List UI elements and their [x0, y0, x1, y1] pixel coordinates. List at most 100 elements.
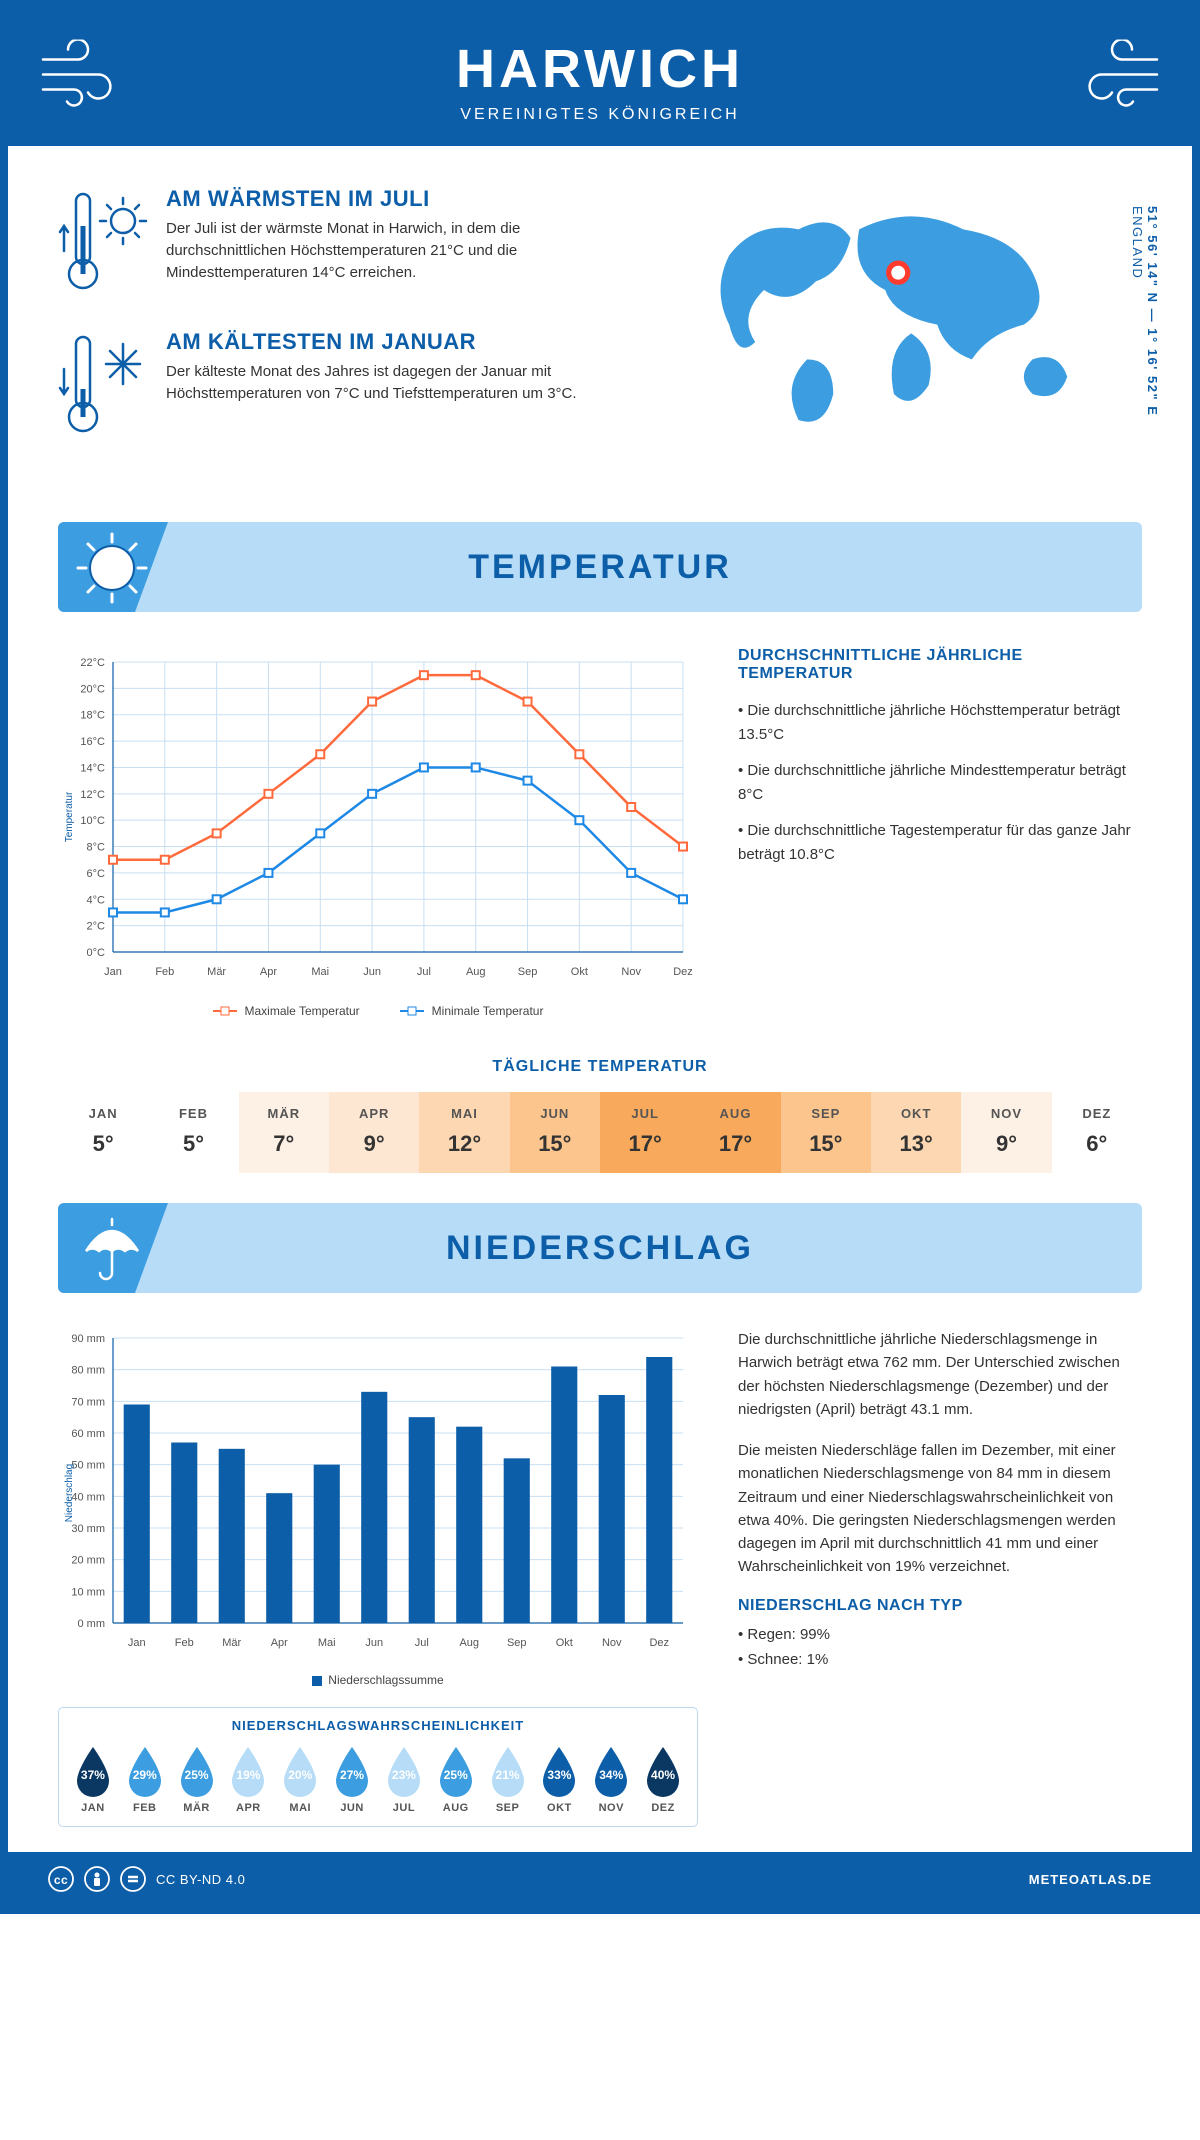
intro-section: AM WÄRMSTEN IM JULI Der Juli ist der wär…: [8, 146, 1192, 502]
svg-text:16°C: 16°C: [80, 736, 105, 748]
svg-text:Aug: Aug: [459, 1637, 479, 1649]
daily-temp-cell: NOV9°: [961, 1092, 1051, 1173]
daily-temp-cell: JUN15°: [510, 1092, 600, 1173]
license-block: cc CC BY-ND 4.0: [48, 1866, 245, 1892]
header: HARWICH VEREINIGTES KÖNIGREICH: [8, 8, 1192, 146]
svg-text:80 mm: 80 mm: [71, 1365, 105, 1377]
svg-text:12°C: 12°C: [80, 789, 105, 801]
svg-text:70 mm: 70 mm: [71, 1396, 105, 1408]
daily-temp-cell: APR9°: [329, 1092, 419, 1173]
precip-p1: Die durchschnittliche jährliche Niedersc…: [738, 1328, 1142, 1421]
precip-prob-cell: 25%AUG: [432, 1745, 480, 1814]
precip-prob-cell: 21%SEP: [484, 1745, 532, 1814]
temperature-chart: 0°C2°C4°C6°C8°C10°C12°C14°C16°C18°C20°C2…: [58, 647, 698, 1018]
wind-icon-right: [1072, 40, 1162, 115]
city-title: HARWICH: [8, 38, 1192, 100]
precipitation-body: 0 mm10 mm20 mm30 mm40 mm50 mm60 mm70 mm8…: [8, 1293, 1192, 1852]
nd-icon: [120, 1866, 146, 1892]
svg-text:22°C: 22°C: [80, 657, 105, 669]
svg-text:Dez: Dez: [649, 1637, 669, 1649]
location-marker-icon: [889, 263, 908, 282]
svg-text:50 mm: 50 mm: [71, 1460, 105, 1472]
svg-text:Nov: Nov: [621, 966, 641, 978]
daily-temp-cell: JUL17°: [600, 1092, 690, 1173]
svg-text:8°C: 8°C: [87, 842, 106, 854]
precip-type-line: • Regen: 99%: [738, 1623, 1142, 1646]
section-header-precipitation: NIEDERSCHLAG: [58, 1203, 1142, 1293]
daily-temp-title: TÄGLICHE TEMPERATUR: [8, 1058, 1192, 1076]
daily-temp-cell: OKT13°: [871, 1092, 961, 1173]
daily-temp-cell: MAI12°: [419, 1092, 509, 1173]
precipitation-title: NIEDERSCHLAG: [58, 1229, 1142, 1268]
temperature-summary: DURCHSCHNITTLICHE JÄHRLICHE TEMPERATUR •…: [738, 647, 1142, 1018]
svg-text:40 mm: 40 mm: [71, 1491, 105, 1503]
svg-text:Mai: Mai: [311, 966, 329, 978]
intro-facts: AM WÄRMSTEN IM JULI Der Juli ist der wär…: [58, 186, 633, 472]
precip-prob-cell: 33%OKT: [535, 1745, 583, 1814]
svg-text:Jun: Jun: [363, 966, 381, 978]
temp-summary-line: • Die durchschnittliche Tagestemperatur …: [738, 819, 1142, 867]
prob-title: NIEDERSCHLAGSWAHRSCHEINLICHKEIT: [69, 1718, 687, 1733]
daily-temp-table: JAN5°FEB5°MÄR7°APR9°MAI12°JUN15°JUL17°AU…: [58, 1092, 1142, 1173]
svg-text:0 mm: 0 mm: [78, 1618, 106, 1630]
section-header-temperature: TEMPERATUR: [58, 522, 1142, 612]
fact-coldest: AM KÄLTESTEN IM JANUAR Der kälteste Mona…: [58, 329, 633, 444]
svg-text:Apr: Apr: [260, 966, 277, 978]
svg-text:Jan: Jan: [128, 1637, 146, 1649]
svg-text:Sep: Sep: [518, 966, 538, 978]
precipitation-summary: Die durchschnittliche jährliche Niedersc…: [738, 1328, 1142, 1827]
site-name: METEOATLAS.DE: [1029, 1872, 1152, 1887]
svg-text:Mär: Mär: [222, 1637, 241, 1649]
temperature-legend: Maximale Temperatur Minimale Temperatur: [58, 1004, 698, 1018]
daily-temp-cell: DEZ6°: [1052, 1092, 1142, 1173]
svg-text:Apr: Apr: [271, 1637, 288, 1649]
svg-text:6°C: 6°C: [87, 868, 106, 880]
temperature-title: TEMPERATUR: [58, 548, 1142, 587]
temp-summary-line: • Die durchschnittliche jährliche Höchst…: [738, 699, 1142, 747]
svg-text:90 mm: 90 mm: [71, 1333, 105, 1345]
precip-prob-cell: 40%DEZ: [639, 1745, 687, 1814]
svg-text:Mai: Mai: [318, 1637, 336, 1649]
svg-text:18°C: 18°C: [80, 710, 105, 722]
precip-probability-box: NIEDERSCHLAGSWAHRSCHEINLICHKEIT 37%JAN29…: [58, 1707, 698, 1827]
temp-summary-line: • Die durchschnittliche jährliche Mindes…: [738, 759, 1142, 807]
svg-text:Jul: Jul: [415, 1637, 429, 1649]
infographic-container: HARWICH VEREINIGTES KÖNIGREICH AM WÄRMST…: [0, 0, 1200, 1914]
world-map-icon: [663, 186, 1142, 446]
svg-text:Niederschlag: Niederschlag: [64, 1464, 75, 1522]
daily-temp-cell: JAN5°: [58, 1092, 148, 1173]
temp-summary-title: DURCHSCHNITTLICHE JÄHRLICHE TEMPERATUR: [738, 647, 1142, 683]
license-text: CC BY-ND 4.0: [156, 1872, 245, 1887]
daily-temp-cell: MÄR7°: [239, 1092, 329, 1173]
precip-prob-cell: 20%MAI: [276, 1745, 324, 1814]
precip-prob-cell: 27%JUN: [328, 1745, 376, 1814]
sun-icon: [76, 532, 148, 609]
precipitation-chart: 0 mm10 mm20 mm30 mm40 mm50 mm60 mm70 mm8…: [58, 1328, 698, 1827]
svg-text:Sep: Sep: [507, 1637, 527, 1649]
svg-text:0°C: 0°C: [87, 947, 106, 959]
svg-text:Feb: Feb: [155, 966, 174, 978]
fact-cold-title: AM KÄLTESTEN IM JANUAR: [166, 329, 633, 355]
daily-temp-cell: SEP15°: [781, 1092, 871, 1173]
svg-text:Okt: Okt: [571, 966, 588, 978]
svg-text:cc: cc: [54, 1873, 68, 1887]
svg-text:30 mm: 30 mm: [71, 1523, 105, 1535]
svg-text:20 mm: 20 mm: [71, 1555, 105, 1567]
svg-text:Okt: Okt: [556, 1637, 573, 1649]
precip-legend: Niederschlagssumme: [58, 1673, 698, 1687]
svg-text:Dez: Dez: [673, 966, 693, 978]
svg-text:10°C: 10°C: [80, 815, 105, 827]
svg-text:Feb: Feb: [175, 1637, 194, 1649]
precip-prob-cell: 29%FEB: [121, 1745, 169, 1814]
precip-type-line: • Schnee: 1%: [738, 1648, 1142, 1671]
precip-prob-cell: 37%JAN: [69, 1745, 117, 1814]
precip-prob-cell: 23%JUL: [380, 1745, 428, 1814]
precip-prob-cell: 34%NOV: [587, 1745, 635, 1814]
wind-icon-left: [38, 40, 128, 115]
temperature-body: 0°C2°C4°C6°C8°C10°C12°C14°C16°C18°C20°C2…: [8, 612, 1192, 1038]
daily-temp-cell: FEB5°: [148, 1092, 238, 1173]
svg-text:20°C: 20°C: [80, 683, 105, 695]
svg-text:10 mm: 10 mm: [71, 1586, 105, 1598]
fact-warm-text: Der Juli ist der wärmste Monat in Harwic…: [166, 218, 633, 283]
fact-warmest: AM WÄRMSTEN IM JULI Der Juli ist der wär…: [58, 186, 633, 301]
